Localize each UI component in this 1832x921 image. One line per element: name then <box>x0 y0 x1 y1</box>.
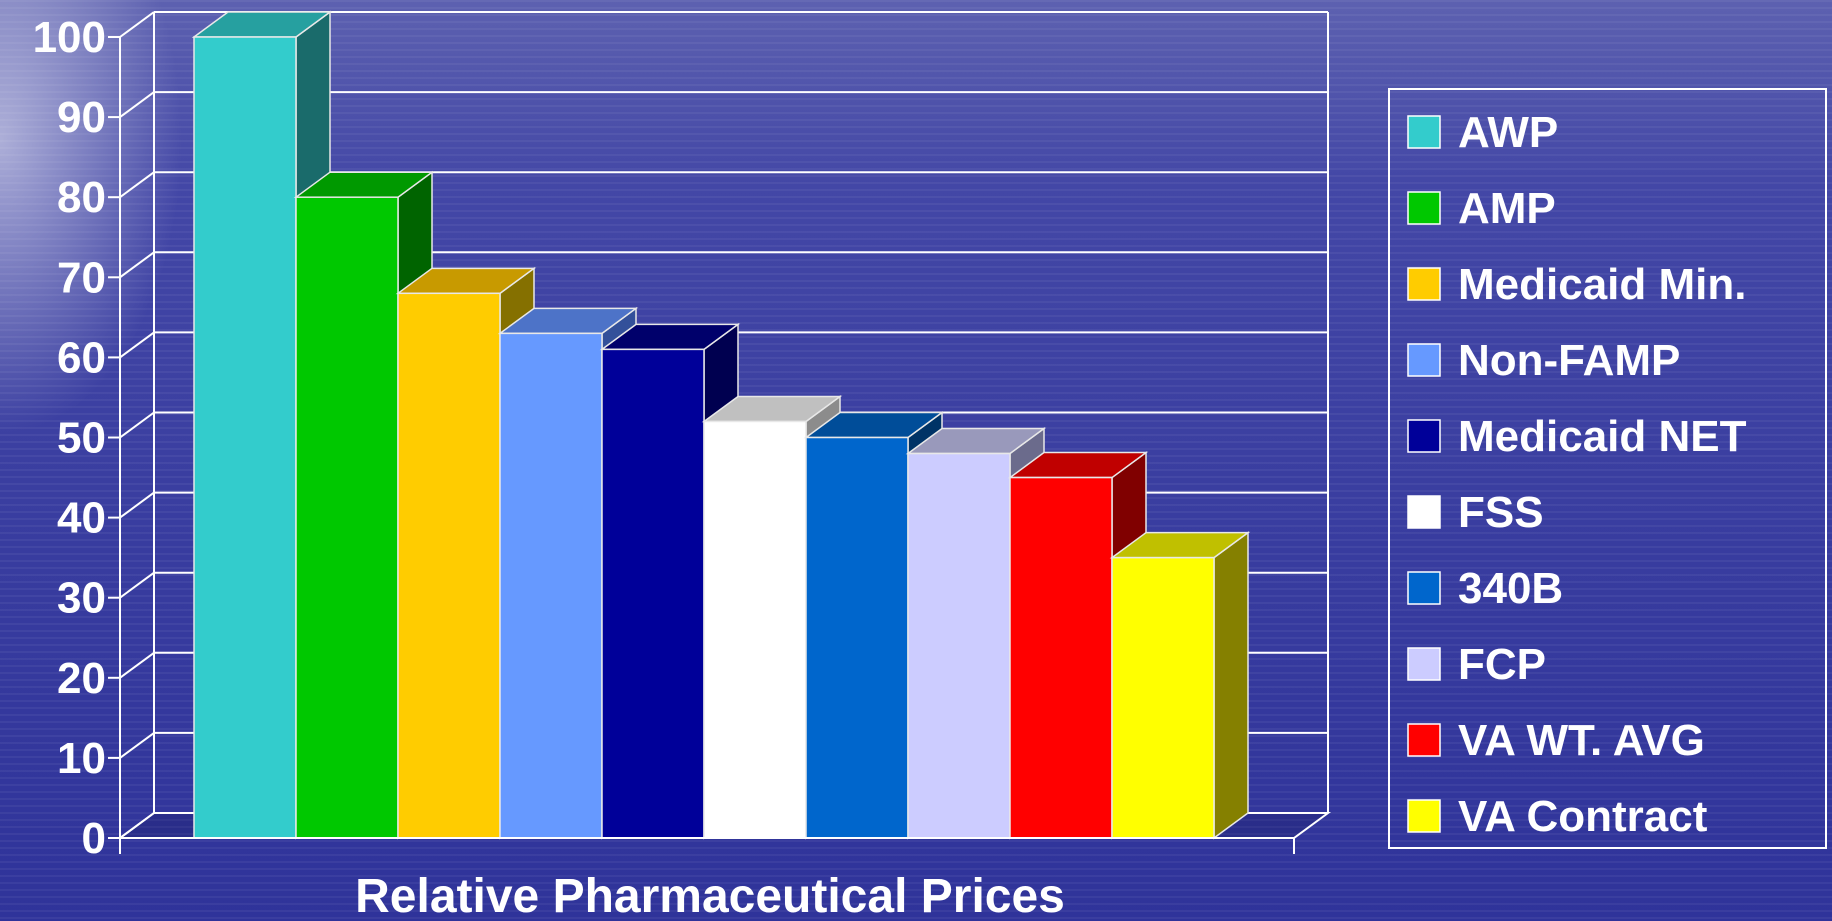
side-gridline <box>119 251 155 279</box>
legend-item: Medicaid NET <box>1407 412 1747 461</box>
legend-label: Non-FAMP <box>1458 336 1680 385</box>
side-gridline <box>119 331 155 359</box>
legend-item: 340B <box>1407 564 1563 613</box>
bar-front <box>397 292 501 839</box>
y-tick-label: 20 <box>57 654 106 703</box>
side-gridline <box>119 11 155 38</box>
side-gridline <box>119 651 155 679</box>
legend-item: VA Contract <box>1407 792 1708 841</box>
legend-swatch <box>1407 495 1441 529</box>
side-gridline <box>119 91 155 118</box>
bar-front <box>193 36 297 839</box>
y-tick-label: 100 <box>33 13 106 62</box>
bar-front <box>703 420 807 839</box>
legend-label: Medicaid NET <box>1458 412 1747 461</box>
legend-box <box>1388 88 1827 849</box>
side-gridline <box>119 571 155 599</box>
y-tick-label: 70 <box>57 253 106 302</box>
side-gridline <box>119 171 155 199</box>
chart-legend: AWP AMP Medicaid Min. Non-FAMP Medicaid NET F… <box>1388 88 1827 849</box>
legend-swatch <box>1407 267 1441 301</box>
side-gridline <box>119 732 155 759</box>
legend-label: VA WT. AVG <box>1458 716 1705 765</box>
legend-swatch <box>1407 343 1441 377</box>
bar-side <box>1213 531 1249 840</box>
bar-front <box>295 196 399 839</box>
side-gridline <box>119 812 155 839</box>
legend-label: 340B <box>1458 564 1563 613</box>
y-tick-label: 0 <box>82 814 106 863</box>
legend-label: Medicaid Min. <box>1458 260 1746 309</box>
y-tick-label: 60 <box>57 333 106 382</box>
bar-front <box>499 332 603 839</box>
x-axis-label: Relative Pharmaceutical Prices <box>355 870 1065 921</box>
chart-bars <box>191 10 1251 840</box>
legend-item: VA WT. AVG <box>1407 716 1705 765</box>
legend-item: Medicaid Min. <box>1407 260 1746 309</box>
y-tick-label: 40 <box>57 494 106 543</box>
legend-label: AMP <box>1458 184 1556 233</box>
legend-item: AWP <box>1407 108 1558 157</box>
y-tick-label: 50 <box>57 414 106 463</box>
legend-item: FSS <box>1407 488 1544 537</box>
legend-swatch <box>1407 115 1441 149</box>
bar-va-contract <box>1109 531 1251 840</box>
side-gridline <box>119 411 155 439</box>
legend-label: VA Contract <box>1458 792 1708 841</box>
bar-front <box>907 452 1011 839</box>
chart-axes: 0 10 20 30 40 50 60 70 80 90 100 <box>33 13 1295 863</box>
bar-front <box>805 436 909 839</box>
legend-swatch <box>1407 723 1441 757</box>
legend-label: FSS <box>1458 488 1544 537</box>
y-tick-label: 90 <box>57 93 106 142</box>
y-tick-label: 80 <box>57 173 106 222</box>
legend-swatch <box>1407 647 1441 681</box>
y-tick-label: 30 <box>57 574 106 623</box>
legend-swatch <box>1407 191 1441 225</box>
bar-front <box>1009 476 1113 839</box>
legend-item: AMP <box>1407 184 1556 233</box>
bar-front <box>1111 556 1215 839</box>
legend-label: AWP <box>1458 108 1558 157</box>
legend-item: Non-FAMP <box>1407 336 1680 385</box>
bar-front <box>601 348 705 839</box>
y-tick-label: 10 <box>57 734 106 783</box>
legend-swatch <box>1407 571 1441 605</box>
legend-label: FCP <box>1458 640 1546 689</box>
legend-swatch <box>1407 799 1441 833</box>
legend-item: FCP <box>1407 640 1546 689</box>
side-gridline <box>119 491 155 519</box>
legend-swatch <box>1407 419 1441 453</box>
